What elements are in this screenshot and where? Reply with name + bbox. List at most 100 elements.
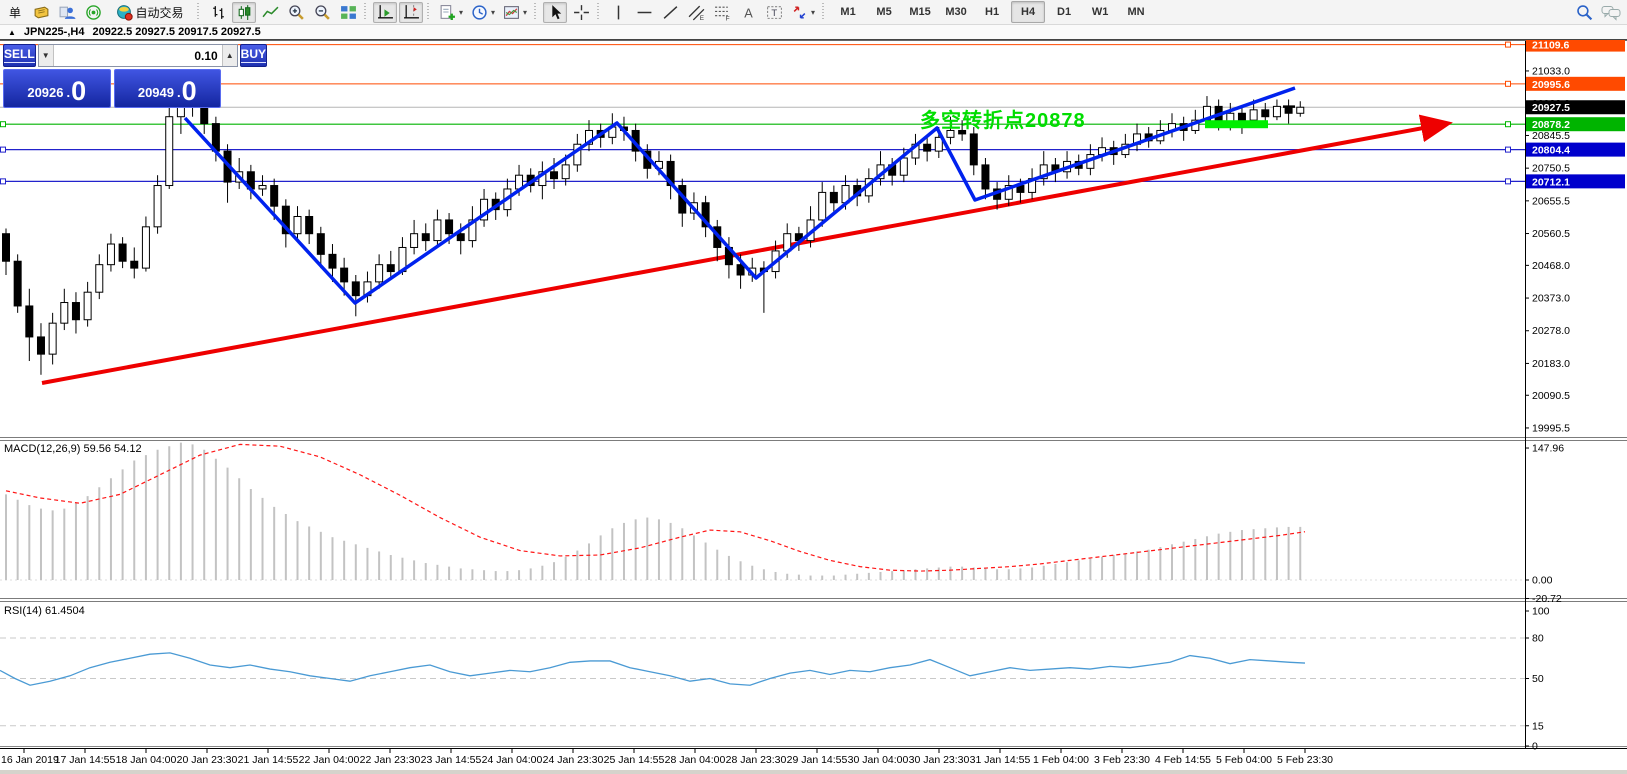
line-handle[interactable] [1505, 146, 1511, 153]
chart-candles-button[interactable] [232, 1, 256, 23]
accounts-button[interactable] [55, 2, 79, 23]
templates-button[interactable]: ▾ [500, 2, 530, 23]
dropdown-caret-icon[interactable]: ▾ [523, 7, 528, 17]
rsi-tick-label: 15 [1532, 720, 1544, 732]
dropdown-caret-icon[interactable]: ▾ [811, 7, 816, 17]
toolbar-grip[interactable] [534, 3, 540, 21]
time-tick-label: 29 Jan 14:55 [787, 754, 848, 766]
new-order-button[interactable]: 单 [3, 2, 27, 23]
price-tick-label: 20750.5 [1532, 163, 1570, 175]
tf-button-H4[interactable]: H4 [1011, 1, 1046, 23]
zigzag-trendline[interactable] [183, 86, 1296, 305]
line-handle[interactable] [0, 146, 6, 153]
price-line-badge-label: 20712.1 [1532, 176, 1570, 188]
buy-price-box[interactable]: 20949 . 0 [113, 69, 221, 108]
channel-tool-button[interactable]: E [684, 2, 708, 23]
buy-price-main: 20949 [137, 85, 174, 100]
tf-button-MN[interactable]: MN [1127, 6, 1145, 18]
chart-shift-button[interactable] [399, 1, 423, 23]
crosshair-icon [573, 4, 589, 20]
sell-price-dot: . [66, 85, 71, 100]
sell-price-main: 20926 [27, 85, 64, 100]
indicators-button[interactable]: ▾ [436, 2, 466, 23]
time-tick-label: 30 Jan 04:00 [848, 754, 909, 766]
buy-price-dot: . [177, 85, 181, 100]
dropdown-caret-icon[interactable]: ▾ [459, 7, 464, 17]
pivot-highlight-bar[interactable] [1205, 120, 1268, 129]
zoom-out-button[interactable] [310, 2, 334, 23]
price-line-badge [1526, 117, 1625, 132]
rsi-tick-label: 0 [1532, 741, 1538, 753]
chat-icon[interactable] [1601, 4, 1621, 21]
buy-button[interactable]: BUY [239, 44, 268, 67]
label-tool-button[interactable]: T [762, 2, 786, 23]
horizontal-line-tool-button[interactable] [632, 2, 656, 23]
cursor-tool-button[interactable] [543, 1, 568, 23]
signals-button[interactable] [81, 2, 105, 23]
sell-button[interactable]: SELL [3, 44, 36, 67]
price-tick-label: 20278.0 [1532, 325, 1570, 337]
chart-canvas[interactable]: 21128.021033.020938.020845.520750.520655… [0, 33, 1627, 774]
toolbar-grip[interactable] [597, 3, 603, 21]
time-tick-label: 30 Jan 23:30 [909, 754, 970, 766]
chart-bars-button[interactable] [206, 2, 230, 23]
rsi-tick-label: 80 [1532, 633, 1544, 645]
line-handle[interactable] [1505, 121, 1511, 128]
time-tick-label: 28 Jan 23:30 [726, 754, 787, 766]
toolbar-grip[interactable] [427, 3, 432, 21]
toolbar-grip[interactable] [822, 3, 828, 21]
line-chart-icon [261, 6, 278, 17]
tf-button-M1[interactable]: M1 [840, 6, 856, 18]
time-tick-label: 24 Jan 04:00 [482, 754, 543, 766]
tf-button-W1[interactable]: W1 [1091, 6, 1109, 18]
volume-decrease-button[interactable]: ▼ [38, 45, 54, 66]
auto-trading-icon [117, 4, 134, 21]
new-order-label: 单 [8, 5, 21, 20]
price-line-badge-label: 20927.5 [1532, 102, 1570, 114]
macd-tick-label: -20.72 [1532, 593, 1562, 605]
macd-panel-splitter[interactable] [0, 435, 1627, 440]
toolbar-grip[interactable] [364, 3, 369, 21]
chart-area[interactable]: 21128.021033.020938.020845.520750.520655… [0, 33, 1627, 774]
chart-line-button[interactable] [258, 2, 282, 23]
fibonacci-tool-button[interactable]: F [710, 2, 734, 23]
turning-point-annotation[interactable]: 多空转折点20878 [920, 110, 1086, 132]
auto-scroll-button[interactable] [373, 1, 397, 23]
text-tool-button[interactable]: A [736, 2, 760, 23]
search-icon[interactable] [1576, 4, 1593, 21]
chart-title-bar[interactable]: ▲ JPN225-,H4 20922.5 20927.5 20917.5 209… [0, 25, 1627, 40]
tf-button-M15[interactable]: M15 [909, 6, 931, 18]
auto-trading-button[interactable]: 自动交易 [107, 2, 193, 23]
trend-arrow-line[interactable] [41, 114, 1453, 385]
sell-price-box[interactable]: 20926 . 0 [3, 69, 111, 108]
price-tick-label: 20468.0 [1532, 260, 1570, 272]
rsi-label: RSI(14) 61.4504 [4, 605, 85, 617]
vertical-line-tool-button[interactable] [606, 2, 630, 23]
tf-button-M5[interactable]: M5 [876, 6, 892, 18]
tile-windows-button[interactable] [336, 2, 360, 23]
line-handle[interactable] [1505, 80, 1511, 87]
collapse-triangle-icon[interactable]: ▲ [8, 27, 16, 37]
cursor-icon [551, 4, 561, 19]
time-tick-label: 5 Feb 23:30 [1277, 754, 1333, 766]
arrows-tool-button[interactable]: ▾ [788, 2, 818, 23]
crosshair-tool-button[interactable] [569, 2, 593, 23]
toolbar-grip[interactable] [197, 3, 202, 21]
tf-button-H1[interactable]: H1 [985, 6, 1000, 18]
rsi-panel-splitter[interactable] [0, 596, 1627, 601]
order-history-button[interactable] [29, 2, 53, 23]
volume-increase-button[interactable]: ▲ [221, 45, 237, 66]
dropdown-caret-icon[interactable]: ▾ [491, 7, 496, 17]
tf-button-M30[interactable]: M30 [945, 6, 967, 18]
person-icon [59, 6, 75, 19]
zoom-in-button[interactable] [284, 2, 308, 23]
tf-button-D1[interactable]: D1 [1057, 6, 1072, 18]
price-line-badge-label: 20878.2 [1532, 119, 1570, 131]
periods-button[interactable]: ▾ [468, 2, 498, 23]
line-handle[interactable] [1505, 41, 1511, 48]
line-handle[interactable] [0, 121, 6, 128]
line-handle[interactable] [1505, 178, 1511, 185]
volume-input[interactable] [53, 45, 222, 66]
line-handle[interactable] [0, 178, 6, 185]
trendline-tool-button[interactable] [658, 2, 682, 23]
